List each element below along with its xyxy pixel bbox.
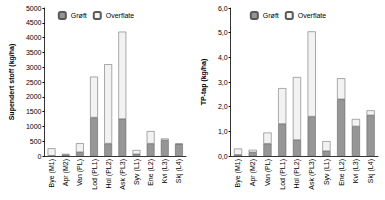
svg-text:3500: 3500 [26, 49, 42, 56]
svg-text:0,0: 0,0 [218, 153, 228, 160]
svg-text:Lod (PL1): Lod (PL1) [279, 159, 287, 190]
svg-text:Kvi (L3): Kvi (L3) [161, 159, 169, 183]
svg-text:1500: 1500 [26, 108, 42, 115]
svg-text:4500: 4500 [26, 19, 42, 26]
svg-text:3,0: 3,0 [218, 79, 228, 86]
svg-text:Hol (PL2): Hol (PL2) [293, 159, 301, 189]
svg-text:Supendert stoff (kg/ha): Supendert stoff (kg/ha) [8, 44, 16, 121]
svg-text:1,0: 1,0 [218, 128, 228, 135]
svg-text:Hol (PL2): Hol (PL2) [105, 159, 113, 189]
svg-text:Overflate: Overflate [298, 12, 327, 19]
svg-text:1000: 1000 [26, 123, 42, 130]
svg-text:0: 0 [38, 153, 42, 160]
svg-text:4,0: 4,0 [218, 54, 228, 61]
svg-text:Overflate: Overflate [106, 12, 135, 19]
svg-text:Grøft: Grøft [71, 12, 87, 19]
svg-text:Apr (M2): Apr (M2) [62, 159, 70, 186]
svg-text:6,0: 6,0 [218, 5, 228, 12]
svg-text:Apr (M2): Apr (M2) [249, 159, 257, 186]
svg-text:Ene (L2): Ene (L2) [338, 159, 346, 186]
svg-text:5000: 5000 [26, 5, 42, 12]
svg-text:Skj (L4): Skj (L4) [367, 159, 375, 183]
svg-text:Bye (M1): Bye (M1) [48, 159, 56, 187]
svg-text:Van (PL): Van (PL) [264, 159, 272, 186]
svg-text:3000: 3000 [26, 64, 42, 71]
svg-text:2000: 2000 [26, 93, 42, 100]
svg-text:Bye (M1): Bye (M1) [234, 159, 242, 187]
svg-text:Ask (PL3): Ask (PL3) [119, 159, 127, 190]
svg-text:TP-tap (kg/ha): TP-tap (kg/ha) [200, 59, 208, 106]
svg-text:2,0: 2,0 [218, 103, 228, 110]
svg-text:Skj (L4): Skj (L4) [175, 159, 183, 183]
svg-text:500: 500 [30, 138, 42, 145]
svg-text:4000: 4000 [26, 34, 42, 41]
svg-text:Grøft: Grøft [263, 12, 279, 19]
svg-text:Lod (PL1): Lod (PL1) [91, 159, 99, 190]
svg-text:Syv (L1): Syv (L1) [133, 159, 141, 185]
svg-text:Van (PL): Van (PL) [76, 159, 84, 186]
svg-text:Kvi (L3): Kvi (L3) [352, 159, 360, 183]
svg-text:5,0: 5,0 [218, 29, 228, 36]
svg-text:Syv (L1): Syv (L1) [323, 159, 331, 185]
svg-text:2500: 2500 [26, 79, 42, 86]
svg-text:Ask (PL3): Ask (PL3) [308, 159, 316, 190]
svg-text:Ene (L2): Ene (L2) [147, 159, 155, 186]
